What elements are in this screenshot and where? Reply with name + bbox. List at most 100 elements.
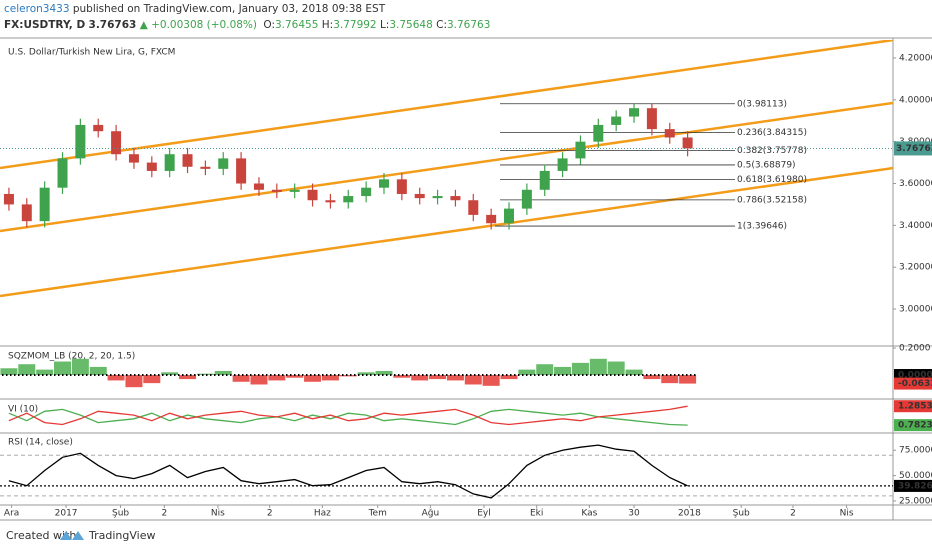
x-tick-label: Şub xyxy=(112,509,129,519)
candle-body xyxy=(75,124,86,159)
ohlc-value: 3.76763 xyxy=(447,19,490,31)
histogram-bar xyxy=(161,372,179,376)
histogram-bar xyxy=(71,358,89,376)
candle-body xyxy=(396,179,407,194)
marker-box xyxy=(894,377,932,390)
footer-text: Created with xyxy=(6,529,76,542)
fib-label: 0(3.98113) xyxy=(737,99,787,109)
histogram-bar xyxy=(607,361,625,376)
histogram-bar xyxy=(179,375,197,380)
candle-body xyxy=(39,187,50,222)
candle-body xyxy=(164,154,175,171)
main-pane xyxy=(0,40,893,298)
histogram-bar xyxy=(536,364,554,376)
candle-body xyxy=(646,108,657,130)
pane-title: U.S. Dollar/Turkish New Lira, G, FXCM xyxy=(8,48,175,58)
marker-label: 0.7823 xyxy=(898,421,932,431)
x-tick-label: 2 xyxy=(267,509,273,519)
x-tick-label: Nis xyxy=(840,509,854,519)
candle-body xyxy=(253,183,264,190)
ohlc-key: L: xyxy=(380,19,389,31)
fib-label: 0.236(3.84315) xyxy=(737,128,807,138)
candle-body xyxy=(289,189,300,192)
candle-body xyxy=(271,189,282,192)
fib-label: 0.5(3.68879) xyxy=(737,160,796,170)
histogram-bar xyxy=(286,375,304,378)
y-tick-label: 3.40000 xyxy=(899,221,932,231)
histogram-bar xyxy=(518,369,536,376)
x-tick-label: Şub xyxy=(733,509,750,519)
indicator-line xyxy=(8,405,688,426)
histogram-bar xyxy=(36,369,54,376)
x-tick-label: Tem xyxy=(368,509,387,519)
histogram-bar xyxy=(214,370,232,376)
candle-body xyxy=(21,204,32,222)
x-tick-label: 30 xyxy=(628,509,640,519)
candle-body xyxy=(468,200,479,215)
y-tick-label: 0.2000 xyxy=(899,344,931,354)
histogram-bar xyxy=(500,375,518,380)
published: published on TradingView.com, January 03… xyxy=(73,3,386,15)
indicator-line xyxy=(8,444,688,499)
trend-line xyxy=(0,40,893,170)
histogram-bar xyxy=(54,361,72,376)
histogram-bar xyxy=(0,368,18,376)
y-tick-label: 3.00000 xyxy=(899,305,932,315)
histogram-bar xyxy=(589,358,607,376)
marker-box xyxy=(894,400,932,413)
ohlc-key: O: xyxy=(263,19,275,31)
candle-body xyxy=(557,158,568,171)
footer-brand[interactable]: TradingView xyxy=(88,529,155,542)
histogram-bar xyxy=(643,375,661,380)
histogram-bar xyxy=(411,375,429,381)
histogram-bar xyxy=(250,375,268,385)
candle-body xyxy=(664,129,675,138)
candle-body xyxy=(3,193,14,205)
header-line: celeron3433 published on TradingView.com… xyxy=(4,3,386,15)
candle-body xyxy=(325,200,336,203)
logo xyxy=(60,531,84,540)
candle-body xyxy=(146,162,157,171)
y-tick-label: 25.0000 xyxy=(899,496,932,506)
marker-box xyxy=(894,419,932,432)
histogram-bar xyxy=(661,375,679,384)
y-tick-label: 3.60000 xyxy=(899,179,932,189)
symbol: FX:USDTRY, D xyxy=(4,19,85,31)
x-tick-label: Nis xyxy=(211,509,225,519)
author[interactable]: celeron3433 xyxy=(4,3,70,15)
fib-label: 0.786(3.52158) xyxy=(737,195,807,205)
candle-body xyxy=(432,196,443,199)
histogram-bar xyxy=(679,375,697,384)
ohlc-value: 3.75648 xyxy=(389,19,432,31)
pane-title: RSI (14, close) xyxy=(8,438,73,448)
candle-body xyxy=(682,137,693,149)
histogram-bar xyxy=(107,375,125,381)
candle-body xyxy=(307,189,318,201)
histogram-bar xyxy=(571,362,589,376)
x-tick-label: Ara xyxy=(4,509,19,519)
histogram-bar xyxy=(375,370,393,376)
histogram-bar xyxy=(464,375,482,385)
histogram-bar xyxy=(125,375,143,388)
marker-label: -0.0633 xyxy=(898,379,932,389)
marker-label: 1.2853 xyxy=(898,402,932,412)
candle-body xyxy=(521,189,532,209)
histogram-bar xyxy=(268,375,286,381)
histogram-bar xyxy=(625,369,643,376)
y-tick-label: 50.0000 xyxy=(899,471,932,481)
candle-body xyxy=(539,170,550,190)
pane-title: VI (10) xyxy=(8,405,38,415)
histogram-bar xyxy=(196,373,214,376)
ohlc-value: 3.76455 xyxy=(275,19,318,31)
marker-box xyxy=(894,479,932,492)
fib-label: 0.618(3.61980) xyxy=(737,175,807,185)
x-tick-label: 2 xyxy=(161,509,167,519)
candle-body xyxy=(218,158,229,169)
marker-label: 39.8261 xyxy=(898,481,932,491)
candle-body xyxy=(343,196,354,203)
y-tick-label: 4.00000 xyxy=(899,95,932,105)
x-tick-label: 2 xyxy=(790,509,796,519)
change: ▲ +0.00308 (+0.08%) xyxy=(140,19,257,31)
